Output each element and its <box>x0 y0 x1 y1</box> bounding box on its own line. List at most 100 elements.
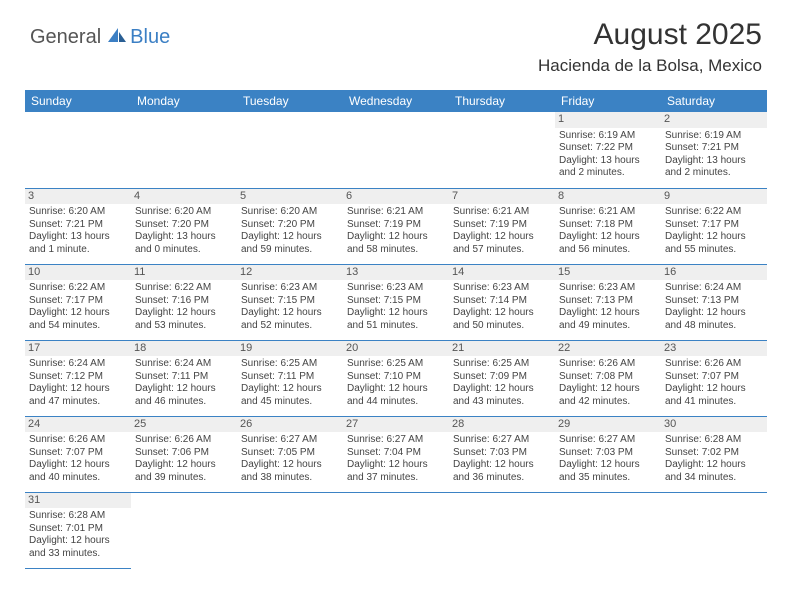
sunrise-line: Sunrise: 6:27 AM <box>453 434 551 447</box>
sunset-line: Sunset: 7:21 PM <box>665 142 763 155</box>
day-header: Tuesday <box>237 90 343 112</box>
sunrise-line: Sunrise: 6:27 AM <box>347 434 445 447</box>
calendar-row: 24Sunrise: 6:26 AMSunset: 7:07 PMDayligh… <box>25 416 767 492</box>
calendar-cell: 2Sunrise: 6:19 AMSunset: 7:21 PMDaylight… <box>661 112 767 188</box>
day-number: 5 <box>237 189 343 205</box>
day-number: 22 <box>555 341 661 357</box>
daylight-line: Daylight: 12 hours and 44 minutes. <box>347 383 445 408</box>
day-number: 31 <box>25 493 131 509</box>
calendar-row: 3Sunrise: 6:20 AMSunset: 7:21 PMDaylight… <box>25 188 767 264</box>
day-number: 20 <box>343 341 449 357</box>
day-number: 3 <box>25 189 131 205</box>
sunset-line: Sunset: 7:12 PM <box>29 371 127 384</box>
day-number: 30 <box>661 417 767 433</box>
calendar-cell: 5Sunrise: 6:20 AMSunset: 7:20 PMDaylight… <box>237 188 343 264</box>
daylight-line: Daylight: 12 hours and 59 minutes. <box>241 231 339 256</box>
daylight-line: Daylight: 12 hours and 42 minutes. <box>559 383 657 408</box>
day-number: 15 <box>555 265 661 281</box>
calendar-cell: 23Sunrise: 6:26 AMSunset: 7:07 PMDayligh… <box>661 340 767 416</box>
daylight-line: Daylight: 12 hours and 38 minutes. <box>241 459 339 484</box>
daylight-line: Daylight: 12 hours and 34 minutes. <box>665 459 763 484</box>
sunrise-line: Sunrise: 6:19 AM <box>559 130 657 143</box>
day-number: 9 <box>661 189 767 205</box>
calendar-cell-empty <box>343 112 449 188</box>
day-number: 1 <box>555 112 661 128</box>
daylight-line: Daylight: 12 hours and 35 minutes. <box>559 459 657 484</box>
day-number: 25 <box>131 417 237 433</box>
calendar-cell: 27Sunrise: 6:27 AMSunset: 7:04 PMDayligh… <box>343 416 449 492</box>
sunrise-line: Sunrise: 6:25 AM <box>347 358 445 371</box>
sunrise-line: Sunrise: 6:28 AM <box>665 434 763 447</box>
calendar-cell: 10Sunrise: 6:22 AMSunset: 7:17 PMDayligh… <box>25 264 131 340</box>
sunset-line: Sunset: 7:10 PM <box>347 371 445 384</box>
calendar-cell: 28Sunrise: 6:27 AMSunset: 7:03 PMDayligh… <box>449 416 555 492</box>
daylight-line: Daylight: 12 hours and 56 minutes. <box>559 231 657 256</box>
sunset-line: Sunset: 7:13 PM <box>559 295 657 308</box>
calendar-cell: 8Sunrise: 6:21 AMSunset: 7:18 PMDaylight… <box>555 188 661 264</box>
daylight-line: Daylight: 12 hours and 54 minutes. <box>29 307 127 332</box>
sunset-line: Sunset: 7:21 PM <box>29 219 127 232</box>
daylight-line: Daylight: 12 hours and 33 minutes. <box>29 535 127 560</box>
sunset-line: Sunset: 7:03 PM <box>559 447 657 460</box>
daylight-line: Daylight: 12 hours and 46 minutes. <box>135 383 233 408</box>
sunrise-line: Sunrise: 6:24 AM <box>29 358 127 371</box>
sunset-line: Sunset: 7:19 PM <box>453 219 551 232</box>
day-number: 6 <box>343 189 449 205</box>
sunrise-line: Sunrise: 6:27 AM <box>241 434 339 447</box>
calendar-cell: 7Sunrise: 6:21 AMSunset: 7:19 PMDaylight… <box>449 188 555 264</box>
sunset-line: Sunset: 7:07 PM <box>665 371 763 384</box>
daylight-line: Daylight: 12 hours and 36 minutes. <box>453 459 551 484</box>
day-number: 10 <box>25 265 131 281</box>
sunset-line: Sunset: 7:02 PM <box>665 447 763 460</box>
calendar-cell-empty <box>449 492 555 568</box>
sunset-line: Sunset: 7:20 PM <box>241 219 339 232</box>
month-title: August 2025 <box>538 18 762 52</box>
calendar-cell-empty <box>237 112 343 188</box>
calendar-cell: 29Sunrise: 6:27 AMSunset: 7:03 PMDayligh… <box>555 416 661 492</box>
calendar-cell: 9Sunrise: 6:22 AMSunset: 7:17 PMDaylight… <box>661 188 767 264</box>
calendar-table: SundayMondayTuesdayWednesdayThursdayFrid… <box>25 90 767 569</box>
daylight-line: Daylight: 13 hours and 2 minutes. <box>559 155 657 180</box>
daylight-line: Daylight: 13 hours and 1 minute. <box>29 231 127 256</box>
day-number: 13 <box>343 265 449 281</box>
sunrise-line: Sunrise: 6:20 AM <box>29 206 127 219</box>
calendar-cell: 19Sunrise: 6:25 AMSunset: 7:11 PMDayligh… <box>237 340 343 416</box>
day-number: 14 <box>449 265 555 281</box>
sunrise-line: Sunrise: 6:23 AM <box>559 282 657 295</box>
sunrise-line: Sunrise: 6:26 AM <box>29 434 127 447</box>
day-number: 19 <box>237 341 343 357</box>
sunrise-line: Sunrise: 6:24 AM <box>665 282 763 295</box>
sunset-line: Sunset: 7:15 PM <box>241 295 339 308</box>
day-header: Friday <box>555 90 661 112</box>
sunrise-line: Sunrise: 6:25 AM <box>453 358 551 371</box>
calendar-cell: 3Sunrise: 6:20 AMSunset: 7:21 PMDaylight… <box>25 188 131 264</box>
day-number: 23 <box>661 341 767 357</box>
day-number: 2 <box>661 112 767 128</box>
calendar-cell: 13Sunrise: 6:23 AMSunset: 7:15 PMDayligh… <box>343 264 449 340</box>
daylight-line: Daylight: 12 hours and 52 minutes. <box>241 307 339 332</box>
day-header: Monday <box>131 90 237 112</box>
sunset-line: Sunset: 7:11 PM <box>135 371 233 384</box>
sunset-line: Sunset: 7:17 PM <box>29 295 127 308</box>
daylight-line: Daylight: 12 hours and 51 minutes. <box>347 307 445 332</box>
calendar-cell: 20Sunrise: 6:25 AMSunset: 7:10 PMDayligh… <box>343 340 449 416</box>
day-header: Thursday <box>449 90 555 112</box>
calendar-row: 17Sunrise: 6:24 AMSunset: 7:12 PMDayligh… <box>25 340 767 416</box>
sunrise-line: Sunrise: 6:23 AM <box>347 282 445 295</box>
calendar-cell: 17Sunrise: 6:24 AMSunset: 7:12 PMDayligh… <box>25 340 131 416</box>
calendar-cell: 26Sunrise: 6:27 AMSunset: 7:05 PMDayligh… <box>237 416 343 492</box>
calendar-row: 31Sunrise: 6:28 AMSunset: 7:01 PMDayligh… <box>25 492 767 568</box>
calendar-cell: 6Sunrise: 6:21 AMSunset: 7:19 PMDaylight… <box>343 188 449 264</box>
day-header: Saturday <box>661 90 767 112</box>
day-number: 8 <box>555 189 661 205</box>
sunset-line: Sunset: 7:05 PM <box>241 447 339 460</box>
calendar-cell: 21Sunrise: 6:25 AMSunset: 7:09 PMDayligh… <box>449 340 555 416</box>
sunrise-line: Sunrise: 6:21 AM <box>559 206 657 219</box>
calendar-cell-empty <box>25 112 131 188</box>
sunrise-line: Sunrise: 6:19 AM <box>665 130 763 143</box>
daylight-line: Daylight: 12 hours and 37 minutes. <box>347 459 445 484</box>
daylight-line: Daylight: 12 hours and 53 minutes. <box>135 307 233 332</box>
sunset-line: Sunset: 7:01 PM <box>29 523 127 536</box>
day-header-row: SundayMondayTuesdayWednesdayThursdayFrid… <box>25 90 767 112</box>
daylight-line: Daylight: 12 hours and 43 minutes. <box>453 383 551 408</box>
